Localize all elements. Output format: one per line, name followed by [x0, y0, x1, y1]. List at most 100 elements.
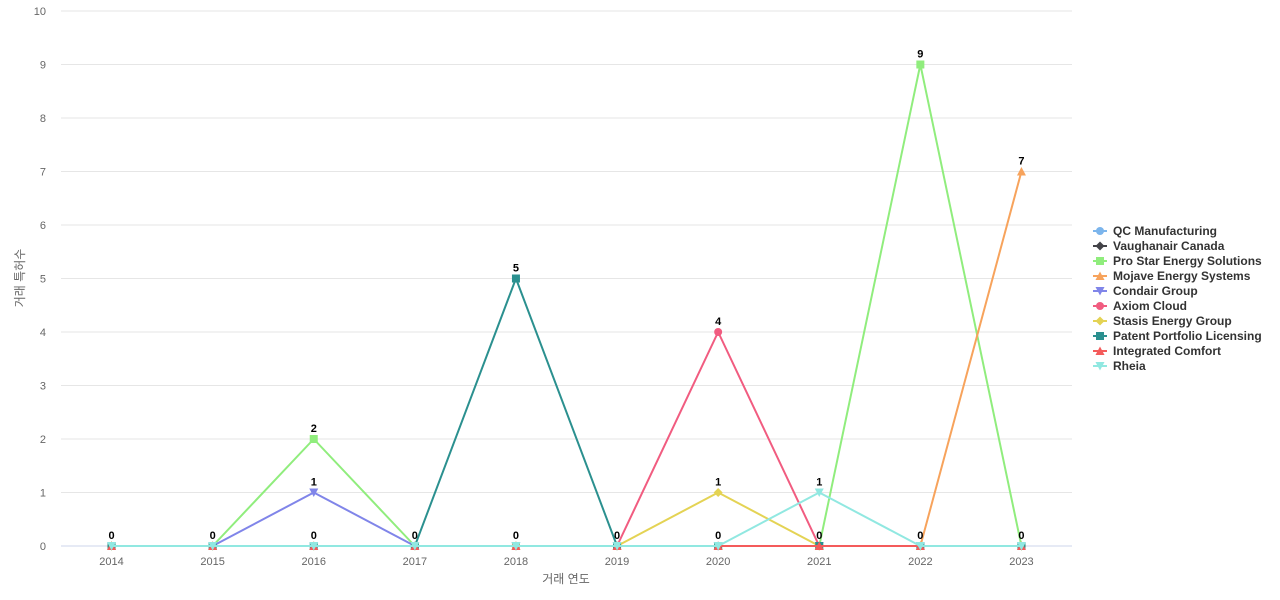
- data-label: 0: [513, 530, 519, 542]
- legend-label: Axiom Cloud: [1113, 299, 1187, 313]
- legend-marker[interactable]: [1095, 362, 1105, 371]
- data-label: 4: [715, 316, 722, 328]
- data-label: 0: [917, 530, 923, 542]
- x-tick-label: 2017: [403, 556, 427, 568]
- legend-label: Vaughanair Canada: [1113, 239, 1225, 253]
- x-tick-label: 2019: [605, 556, 629, 568]
- y-tick-label: 0: [40, 541, 46, 553]
- data-point[interactable]: [511, 274, 520, 283]
- y-tick-label: 3: [40, 381, 46, 393]
- legend-item[interactable]: Rheia: [1093, 359, 1146, 373]
- data-labels: 0 0 2 1 0 0 5 0 0 4 1 0 1 0 9 0 7 0: [108, 49, 1024, 543]
- series-line: [111, 63, 1023, 547]
- data-label: 0: [715, 530, 721, 542]
- x-tick-label: 2014: [99, 556, 123, 568]
- legend-marker[interactable]: [1096, 302, 1104, 310]
- y-tick-label: 9: [40, 60, 46, 72]
- series-stasis-energy-group: [107, 488, 1026, 551]
- data-label: 0: [311, 530, 317, 542]
- legend-item[interactable]: Axiom Cloud: [1093, 299, 1187, 313]
- data-label: 5: [513, 263, 519, 275]
- data-point[interactable]: [915, 542, 925, 551]
- data-label: 0: [614, 530, 620, 542]
- legend-marker[interactable]: [1095, 316, 1105, 326]
- data-label: 0: [1018, 530, 1024, 542]
- data-point[interactable]: [1016, 542, 1026, 551]
- y-tick-label: 2: [40, 434, 46, 446]
- data-point[interactable]: [814, 488, 824, 498]
- series-line: [111, 491, 1022, 547]
- data-label: 0: [412, 530, 418, 542]
- data-point[interactable]: [309, 488, 319, 498]
- legend-item[interactable]: Patent Portfolio Licensing: [1093, 329, 1262, 343]
- data-point[interactable]: [713, 542, 723, 551]
- data-point[interactable]: [107, 542, 117, 551]
- data-point[interactable]: [511, 542, 521, 551]
- legend-marker[interactable]: [1096, 227, 1104, 235]
- legend-item[interactable]: Stasis Energy Group: [1093, 314, 1232, 328]
- legend-marker[interactable]: [1095, 287, 1105, 296]
- data-label: 7: [1018, 156, 1024, 168]
- legend-item[interactable]: Integrated Comfort: [1093, 344, 1221, 358]
- legend-label: Condair Group: [1113, 284, 1198, 298]
- data-label: 2: [311, 423, 317, 435]
- legend-item[interactable]: Mojave Energy Systems: [1093, 269, 1251, 283]
- series-line: [111, 491, 1022, 547]
- legend-item[interactable]: Condair Group: [1093, 284, 1198, 298]
- series-layer: [107, 60, 1026, 551]
- series-pro-star-energy-solutions: [107, 60, 1026, 550]
- data-point[interactable]: [309, 435, 318, 443]
- data-point[interactable]: [612, 542, 622, 551]
- data-label: 1: [311, 477, 317, 489]
- series-condair-group: [107, 488, 1026, 551]
- x-tick-label: 2022: [908, 556, 932, 568]
- x-tick-label: 2016: [302, 556, 326, 568]
- data-label: 9: [917, 49, 923, 61]
- data-point[interactable]: [814, 541, 824, 551]
- data-point[interactable]: [1016, 167, 1026, 176]
- series-patent-portfolio-licensing: [107, 274, 1026, 550]
- x-axis-ticks: 2014 2015 2016 2017 2018 2019 2020 2021 2022 2023: [99, 556, 1033, 568]
- data-point[interactable]: [208, 542, 218, 551]
- data-label: 0: [210, 530, 216, 542]
- data-point[interactable]: [713, 488, 723, 497]
- y-tick-label: 5: [40, 274, 46, 286]
- data-label: 0: [816, 530, 822, 542]
- data-point[interactable]: [714, 328, 723, 336]
- series-rheia: [107, 488, 1026, 551]
- y-tick-label: 7: [40, 167, 46, 179]
- x-axis-title: 거래 연도: [542, 572, 590, 586]
- data-label: 1: [816, 477, 822, 489]
- legend-marker[interactable]: [1095, 271, 1105, 281]
- legend-item[interactable]: Pro Star Energy Solutions: [1093, 254, 1262, 268]
- y-tick-label: 6: [40, 220, 46, 232]
- data-point[interactable]: [410, 542, 420, 551]
- legend-label: Integrated Comfort: [1113, 344, 1221, 358]
- legend-marker[interactable]: [1096, 332, 1104, 340]
- x-tick-label: 2021: [807, 556, 831, 568]
- legend-label: Mojave Energy Systems: [1113, 269, 1251, 283]
- y-axis-ticks: 0 1 2 3 4 5 6 7 8 9 10: [34, 6, 46, 553]
- series-line: [111, 171, 1023, 547]
- legend-marker[interactable]: [1095, 346, 1105, 356]
- series-line: [111, 491, 1022, 547]
- data-point[interactable]: [916, 60, 925, 69]
- data-label: 0: [108, 530, 114, 542]
- legend-label: Pro Star Energy Solutions: [1113, 254, 1262, 268]
- data-label: 1: [715, 477, 721, 489]
- x-tick-label: 2020: [706, 556, 730, 568]
- x-tick-label: 2023: [1009, 556, 1033, 568]
- legend-marker[interactable]: [1096, 257, 1104, 265]
- grid: [61, 10, 1072, 547]
- y-tick-label: 10: [34, 6, 46, 18]
- legend-marker[interactable]: [1095, 241, 1105, 251]
- legend-label: QC Manufacturing: [1113, 224, 1217, 238]
- legend-item[interactable]: Vaughanair Canada: [1093, 239, 1225, 253]
- data-point[interactable]: [309, 542, 319, 551]
- y-tick-label: 8: [40, 113, 46, 125]
- x-tick-label: 2015: [200, 556, 224, 568]
- legend-item[interactable]: QC Manufacturing: [1093, 224, 1217, 238]
- legend-label: Rheia: [1113, 359, 1146, 373]
